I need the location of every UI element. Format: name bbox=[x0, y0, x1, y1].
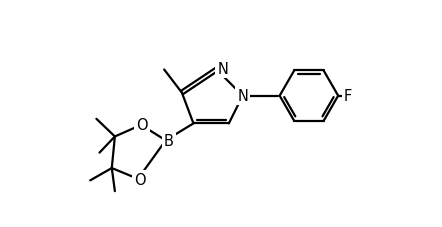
Text: O: O bbox=[134, 172, 146, 187]
Text: O: O bbox=[136, 117, 148, 132]
Text: F: F bbox=[344, 89, 352, 104]
Text: N: N bbox=[217, 62, 228, 77]
Text: N: N bbox=[237, 89, 248, 104]
Text: B: B bbox=[164, 133, 174, 148]
